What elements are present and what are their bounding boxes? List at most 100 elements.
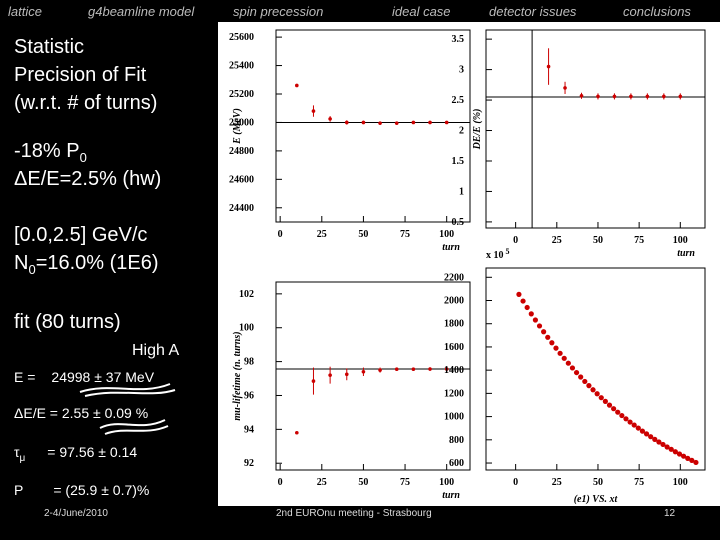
data-point — [598, 395, 604, 401]
data-point — [361, 120, 366, 125]
x-tick-label: 75 — [634, 477, 644, 488]
nav-tab[interactable]: spin precession — [233, 4, 324, 19]
data-point — [549, 340, 555, 346]
scribble — [99, 419, 169, 435]
subscript: μ — [19, 452, 26, 464]
data-point — [680, 453, 687, 459]
x-tick-label: 25 — [552, 477, 562, 488]
y-tick-label: 0.5 — [452, 217, 465, 228]
data-point — [311, 109, 316, 113]
y-tick-label: 1 — [459, 186, 464, 197]
y-tick-label: 2200 — [444, 272, 464, 283]
data-point — [561, 355, 567, 361]
data-point — [295, 430, 299, 435]
x-tick-label: 0 — [278, 229, 283, 240]
x-tick-label: 100 — [673, 235, 688, 246]
nav-tab[interactable]: lattice — [8, 4, 42, 19]
data-point — [444, 367, 449, 371]
symbol: P — [14, 482, 24, 498]
data-point — [693, 459, 699, 466]
data-point — [394, 367, 399, 372]
y-tick-label: 1000 — [444, 412, 464, 423]
data-point — [639, 428, 646, 434]
data-point — [444, 120, 449, 125]
lifetime-result: τμ = 97.56 ± 0.14 — [14, 444, 137, 464]
title-line: (w.r.t. # of turns) — [14, 92, 158, 114]
x-axis-label: turn — [442, 490, 460, 501]
footer-date: 2-4/June/2010 — [44, 508, 108, 519]
plot-frame — [485, 267, 706, 471]
subscript: 0 — [28, 262, 36, 277]
x-tick-label: 75 — [634, 235, 644, 246]
data-point — [664, 444, 670, 450]
nav-tab[interactable]: conclusions — [623, 4, 691, 19]
data-point — [428, 367, 432, 371]
data-point — [672, 449, 678, 455]
x-tick-label: 50 — [593, 477, 603, 488]
y-tick-label: 3 — [459, 65, 464, 76]
data-point — [378, 121, 382, 125]
y-tick-label: 1200 — [444, 388, 464, 399]
title-line: Precision of Fit — [14, 64, 147, 86]
data-point — [528, 311, 534, 317]
y-tick-label: 2.5 — [452, 95, 465, 106]
x-tick-label: 50 — [358, 229, 368, 240]
data-point — [596, 94, 600, 99]
data-point — [685, 455, 691, 461]
data-point — [536, 323, 543, 329]
x-tick-label: 100 — [673, 477, 688, 488]
nav-tab[interactable]: ideal case — [392, 4, 451, 19]
text: x 10 — [486, 250, 504, 261]
data-point — [645, 94, 650, 99]
y-tick-label: 1400 — [444, 365, 464, 376]
label: E = — [14, 369, 36, 385]
y-tick-label: 25000 — [229, 117, 254, 128]
y-tick-label: 25400 — [229, 61, 254, 72]
y-tick-label: 98 — [244, 357, 254, 368]
data-point — [648, 434, 654, 440]
data-point — [411, 120, 416, 125]
y-tick-label: 2 — [459, 126, 464, 137]
y-tick-label: 600 — [449, 458, 464, 469]
y-tick-label: 24800 — [229, 146, 254, 157]
data-point — [594, 391, 600, 397]
data-point — [344, 372, 349, 377]
data-point — [586, 383, 592, 389]
data-point — [689, 457, 695, 463]
subscript: 0 — [79, 150, 87, 165]
y-tick-label: 2000 — [444, 296, 464, 307]
data-point — [573, 369, 580, 376]
data-point — [546, 64, 551, 69]
x-tick-label: 0 — [278, 477, 283, 488]
y-tick-label: 24600 — [229, 174, 254, 185]
x-tick-label: 100 — [439, 477, 454, 488]
title-line: Statistic — [14, 36, 85, 58]
data-point — [569, 365, 576, 371]
data-point — [631, 422, 637, 428]
nav-tab[interactable]: g4beamline model — [88, 4, 195, 19]
x-tick-label: 75 — [400, 229, 410, 240]
x-tick-label: 0 — [513, 477, 518, 488]
x-axis-label: turn — [442, 242, 460, 253]
data-point — [678, 94, 683, 99]
nav-tab[interactable]: detector issues — [489, 4, 577, 19]
data-point — [660, 441, 666, 448]
data-point — [619, 412, 625, 419]
y-axis-label: DE/E (%) — [472, 109, 483, 151]
x-tick-label: 100 — [439, 229, 454, 240]
y-tick-label: 25600 — [229, 32, 254, 43]
data-point — [516, 291, 522, 297]
text: =16.0% (1E6) — [35, 252, 159, 274]
plot-frame — [485, 29, 706, 229]
data-point — [524, 304, 530, 311]
data-point — [579, 93, 584, 98]
data-point — [656, 439, 662, 445]
energy-result: E = 24998 ± 37 MeV — [14, 369, 154, 385]
data-point — [541, 329, 547, 335]
data-point — [627, 419, 633, 425]
data-point — [557, 350, 563, 356]
data-point — [361, 369, 366, 374]
y-tick-label: 92 — [244, 458, 254, 469]
x-tick-label: 25 — [552, 235, 562, 246]
